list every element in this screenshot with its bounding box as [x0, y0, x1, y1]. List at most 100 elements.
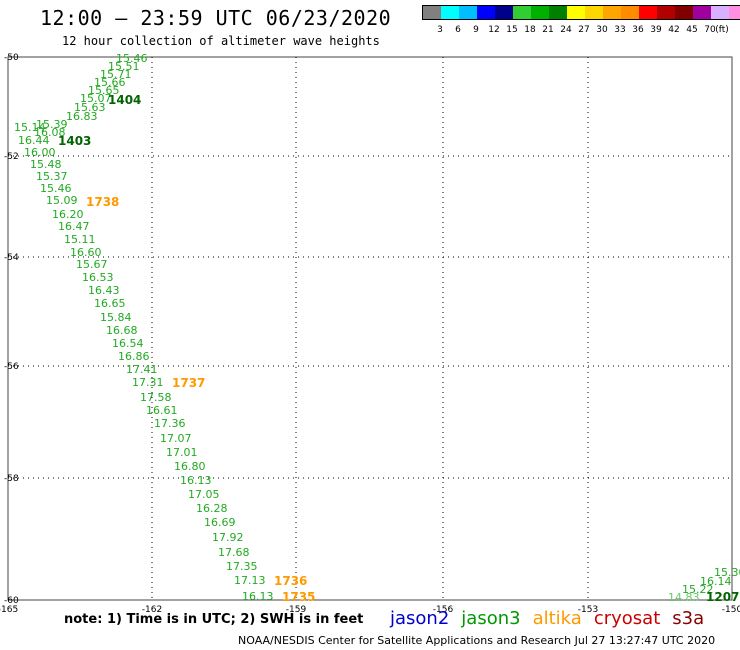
lon-tick-label: -165 — [0, 605, 18, 615]
wave-height-label: 16.68 — [106, 324, 138, 337]
wave-height-label: 15.67 — [76, 258, 108, 271]
wave-height-label: 15.84 — [100, 311, 132, 324]
lon-tick-label: -150 — [722, 605, 740, 615]
wave-height-label: 16.65 — [94, 297, 126, 310]
wave-height-label: 16.60 — [70, 246, 102, 259]
legend-label: 27 — [578, 25, 590, 35]
wave-height-label: 16.14 — [700, 575, 732, 588]
legend-swatch — [657, 6, 675, 19]
legend-swatch — [729, 6, 740, 19]
satellite-legend-item: jason2 — [390, 608, 450, 629]
legend-label: 30 — [596, 25, 608, 35]
wave-height-label: 16.80 — [174, 460, 206, 473]
wave-height-label: 14.83 — [668, 591, 700, 604]
lon-tick-label: -156 — [433, 605, 454, 615]
wave-height-label: 16.20 — [52, 208, 84, 221]
pass-time-label: 1738 — [86, 195, 119, 209]
wave-height-label: 15.48 — [30, 158, 62, 171]
wave-height-label: 15.66 — [94, 76, 126, 89]
page-subtitle: 12 hour collection of altimeter wave hei… — [62, 34, 380, 48]
satellite-legend: jason2 jason3 altika cryosat s3a — [390, 608, 716, 629]
legend-label: 33 — [614, 25, 626, 35]
satellite-legend-item: jason3 — [461, 608, 521, 629]
legend-swatch — [495, 6, 513, 19]
wave-height-label: 17.07 — [160, 432, 192, 445]
lon-tick-label: -153 — [578, 605, 598, 615]
legend-label: 9 — [473, 25, 479, 35]
lat-tick-label: -56 — [4, 362, 19, 372]
credit-text: NOAA/NESDIS Center for Satellite Applica… — [238, 634, 716, 647]
wave-height-label: 16.43 — [88, 284, 120, 297]
wave-height-label: 17.92 — [212, 531, 244, 544]
legend-swatch-row — [422, 5, 740, 20]
wave-height-label: 16.54 — [112, 337, 144, 350]
wave-height-label: 16.47 — [58, 220, 90, 233]
lat-tick-label: -60 — [4, 596, 19, 606]
legend-swatch — [549, 6, 567, 19]
legend-label: (ft) — [715, 25, 729, 35]
wave-height-label: 16.08 — [34, 126, 66, 139]
legend-swatch — [603, 6, 621, 19]
legend-label: 3 — [437, 25, 443, 35]
page-title: 12:00 – 23:59 UTC 06/23/2020 — [40, 6, 392, 30]
satellite-legend-item: s3a — [672, 608, 705, 629]
wave-height-label: 17.35 — [226, 560, 258, 573]
note-text: note: 1) Time is in UTC; 2) SWH is in fe… — [64, 612, 364, 627]
wave-height-label: 15.11 — [64, 233, 96, 246]
legend-swatch — [567, 6, 585, 19]
wave-height-label: 16.28 — [196, 502, 228, 515]
legend-label: 42 — [668, 25, 680, 35]
wave-height-label: 15.39 — [36, 118, 68, 131]
pass-time-label: 1403 — [58, 134, 91, 148]
wave-height-label: 17.01 — [166, 446, 198, 459]
legend-swatch — [711, 6, 729, 19]
legend-label: 36 — [632, 25, 644, 35]
legend-swatch — [459, 6, 477, 19]
satellite-legend-item: cryosat — [593, 608, 661, 629]
wave-height-label: 16.69 — [204, 516, 236, 529]
wave-height-label: 17.68 — [218, 546, 250, 559]
legend-label: 70 — [704, 25, 716, 35]
wave-height-label: 15.09 — [46, 194, 78, 207]
legend-label: 12 — [488, 25, 500, 35]
pass-time-label: 1737 — [172, 376, 205, 390]
wave-height-label: 17.05 — [188, 488, 220, 501]
legend-label: 21 — [542, 25, 554, 35]
wave-height-label: 15.22 — [682, 583, 714, 596]
pass-time-label: 1207 — [706, 590, 739, 604]
wave-height-label: 15.46 — [40, 182, 72, 195]
lat-tick-label: -50 — [4, 53, 19, 63]
wave-height-label: 17.41 — [126, 363, 158, 376]
wave-height-label: 16.86 — [118, 350, 150, 363]
wave-height-label: 15.71 — [100, 68, 132, 81]
wave-height-label: 15.46 — [116, 52, 148, 65]
wave-height-label: 15.51 — [108, 60, 140, 73]
wave-height-label: 17.58 — [140, 391, 172, 404]
wave-height-label: 17.36 — [154, 417, 186, 430]
legend-swatch — [531, 6, 549, 19]
wave-height-label: 17.31 — [132, 376, 164, 389]
legend-label: 39 — [650, 25, 662, 35]
lon-tick-label: -159 — [286, 605, 307, 615]
wave-height-label: 16.13 — [242, 590, 274, 603]
legend-swatch — [675, 6, 693, 19]
wave-height-label: 15.30 — [714, 566, 740, 579]
wave-height-label: 15.65 — [88, 84, 120, 97]
legend-label: 24 — [560, 25, 572, 35]
legend-swatch — [477, 6, 495, 19]
legend-swatch — [513, 6, 531, 19]
wave-height-label: 16.00 — [24, 146, 56, 159]
wave-height-label: 15.63 — [74, 101, 106, 114]
legend-swatch — [585, 6, 603, 19]
legend-swatch — [621, 6, 639, 19]
pass-time-label: 1735 — [282, 590, 315, 604]
legend-label: 18 — [524, 25, 536, 35]
lat-tick-label: -54 — [4, 253, 19, 263]
wave-height-label: 15.07 — [80, 92, 112, 105]
legend-swatch — [441, 6, 459, 19]
wave-height-label: 17.13 — [234, 574, 266, 587]
wave-height-label: 16.13 — [180, 474, 212, 487]
wave-height-label: 16.44 — [18, 134, 50, 147]
legend-swatch — [639, 6, 657, 19]
wave-height-label: 15.14 — [14, 121, 46, 134]
